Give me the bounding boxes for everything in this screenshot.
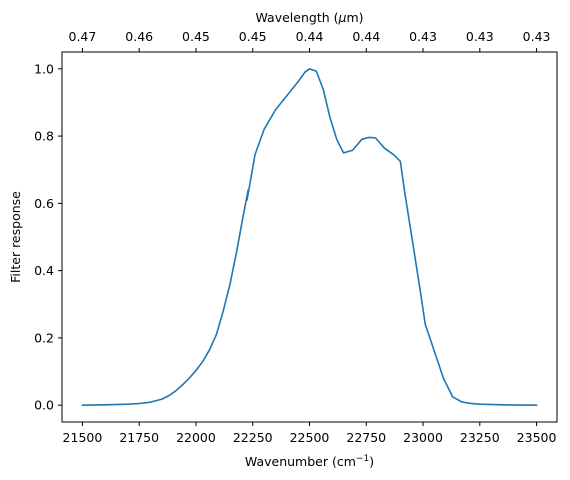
left-y-axis: 0.0 0.2 0.4 0.6 0.8 1.0 — [34, 61, 62, 413]
top-x-axis-label-suffix: m) — [346, 10, 363, 25]
x-tick-label: 22250 — [233, 430, 273, 445]
y-tick-label: 0.4 — [34, 263, 54, 278]
top-tick-label: 0.43 — [409, 29, 437, 44]
x-axis-label-superscript: −1 — [356, 454, 369, 464]
response-curve-line — [81, 189, 249, 406]
x-tick-label: 23250 — [460, 430, 500, 445]
x-tick-label: 23500 — [517, 430, 557, 445]
y-tick-label: 1.0 — [34, 61, 54, 76]
plot-frame — [61, 51, 558, 423]
x-axis-label: Wavenumber (cm−1) — [245, 454, 374, 469]
x-tick-label: 23000 — [403, 430, 443, 445]
top-tick-label: 0.43 — [466, 29, 494, 44]
x-tick-label: 22000 — [176, 430, 216, 445]
top-tick-label: 0.47 — [69, 29, 97, 44]
response-curve-line — [246, 68, 538, 406]
series-layer — [81, 68, 538, 406]
top-tick-label: 0.44 — [352, 29, 380, 44]
y-axis-label: Filter response — [8, 191, 23, 283]
y-tick-label: 0.0 — [34, 398, 54, 413]
x-tick-label: 22500 — [290, 430, 330, 445]
top-x-axis: 0.47 0.46 0.45 0.45 0.44 0.44 0.43 0.43 0.43 — [69, 29, 551, 52]
top-x-axis-label: Wavelength (μm) — [255, 10, 363, 25]
top-tick-label: 0.45 — [239, 29, 267, 44]
x-tick-label: 21500 — [63, 430, 103, 445]
y-tick-label: 0.8 — [34, 129, 54, 144]
top-tick-label: 0.44 — [296, 29, 324, 44]
top-tick-label: 0.45 — [182, 29, 210, 44]
y-tick-label: 0.2 — [34, 330, 54, 345]
y-tick-label: 0.6 — [34, 196, 54, 211]
x-axis-label-suffix: ) — [369, 454, 374, 469]
top-tick-label: 0.43 — [523, 29, 551, 44]
top-x-axis-label-mu: μ — [338, 10, 347, 25]
x-tick-label: 21750 — [119, 430, 159, 445]
top-tick-label: 0.46 — [125, 29, 153, 44]
bottom-x-axis: 21500 21750 22000 22250 22500 22750 23000 23250… — [63, 422, 557, 445]
x-tick-label: 22750 — [346, 430, 386, 445]
